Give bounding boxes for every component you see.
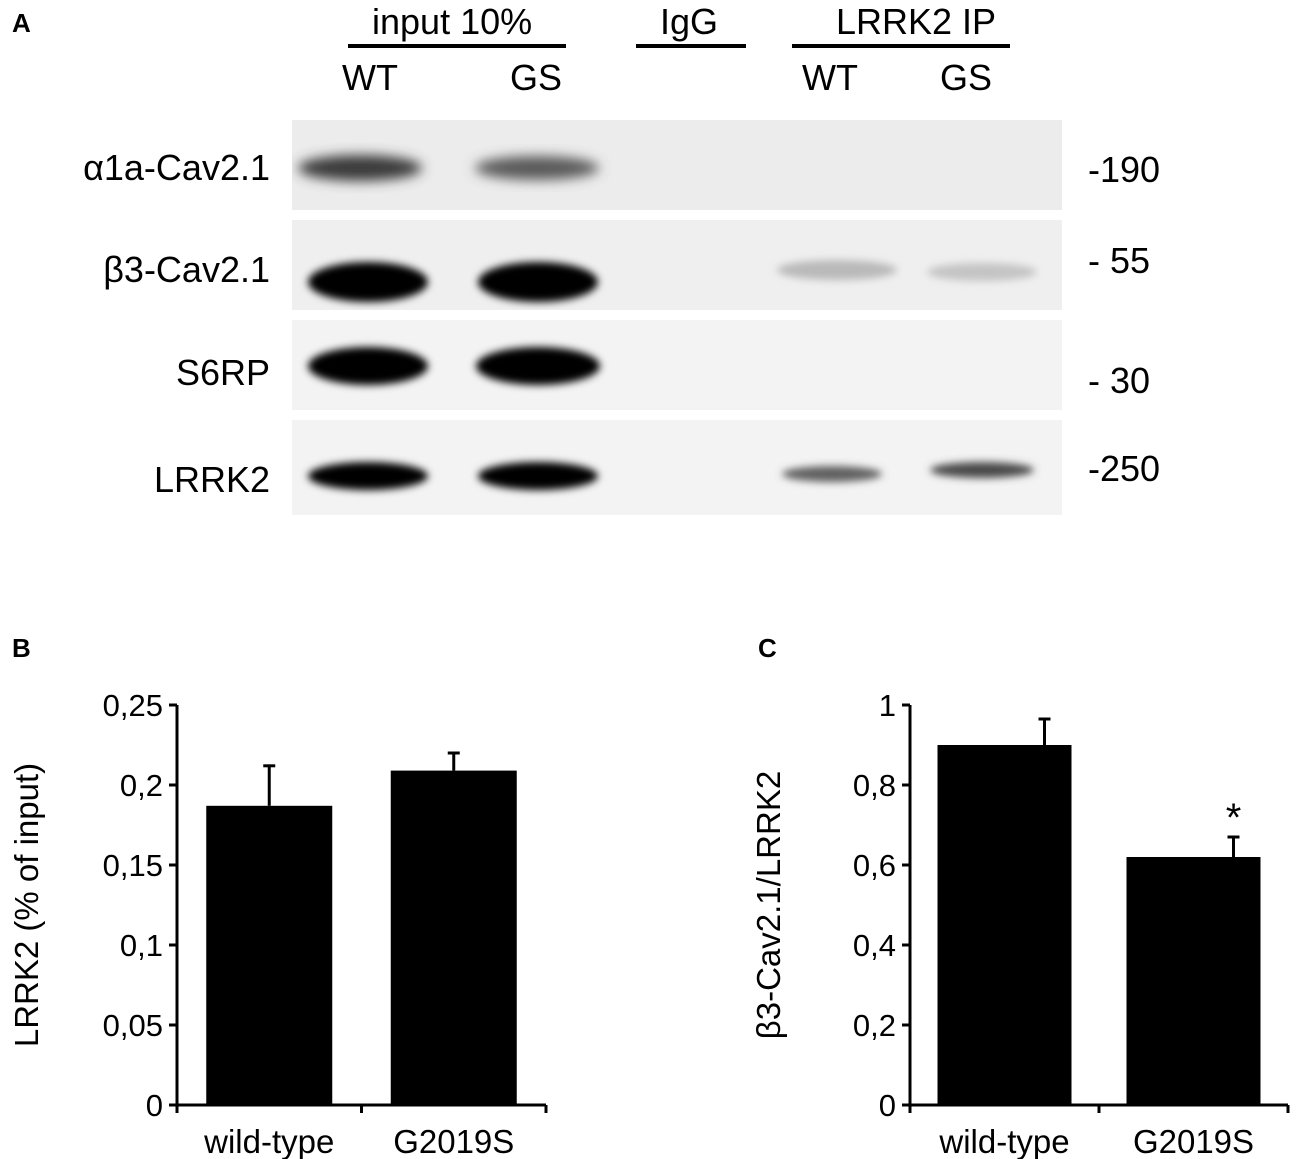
panel-a-letter: A xyxy=(12,8,31,38)
y-axis-label: LRRK2 (% of input) xyxy=(8,763,45,1047)
y-tick-label: 0,4 xyxy=(853,928,896,963)
band-beta3-input-gs xyxy=(478,262,598,302)
lane-label-ip-wt: WT xyxy=(802,57,858,98)
x-tick-label: G2019S xyxy=(393,1123,514,1159)
band-alpha1a-input-gs xyxy=(475,156,599,180)
blot-label-lrrk2: LRRK2 xyxy=(153,459,270,500)
y-axis-label: β3-Cav2.1/LRRK2 xyxy=(750,771,787,1039)
bar-wild-type xyxy=(937,745,1072,1105)
band-lrrk2-input-wt xyxy=(308,462,428,490)
y-tick-label: 0,25 xyxy=(103,688,163,723)
panel-b-letter: B xyxy=(12,633,31,663)
band-lrrk2-ip-wt xyxy=(782,466,882,482)
lane-label-input-wt: WT xyxy=(342,57,398,98)
group-label-lrrk2-ip: LRRK2 IP xyxy=(836,1,997,42)
y-tick-label: 0,2 xyxy=(853,1008,896,1043)
band-s6rp-input-wt xyxy=(308,347,428,385)
bar-g2019s xyxy=(390,770,517,1105)
lane-label-ip-gs: GS xyxy=(940,57,993,98)
y-tick-label: 0,15 xyxy=(103,848,163,883)
panel-c-letter: C xyxy=(758,633,777,663)
significance-annotation: * xyxy=(1226,796,1242,840)
x-tick-label: wild-type xyxy=(203,1123,334,1159)
band-lrrk2-ip-gs xyxy=(930,462,1034,478)
blot-label-beta3: β3-Cav2.1 xyxy=(103,249,270,290)
y-tick-label: 0,8 xyxy=(853,768,896,803)
y-tick-label: 0,1 xyxy=(120,928,163,963)
x-tick-label: G2019S xyxy=(1133,1123,1254,1159)
y-tick-label: 0 xyxy=(879,1088,896,1123)
band-beta3-ip-gs xyxy=(927,263,1037,281)
group-underline-igg xyxy=(636,44,746,48)
blot-strip-s6rp xyxy=(292,320,1062,410)
mw-marker-30: - 30 xyxy=(1088,360,1151,401)
lane-label-input-gs: GS xyxy=(510,57,563,98)
chart-panel-b: 0 0,05 0,1 0,15 0,2 0,25 wild-type G2019S LRRK2 … xyxy=(8,688,548,1159)
blot-label-s6rp: S6RP xyxy=(175,352,270,393)
blot-strip-beta3 xyxy=(292,220,1062,310)
group-label-igg: IgG xyxy=(660,1,719,42)
band-beta3-input-wt xyxy=(308,262,428,302)
bar-wild-type xyxy=(206,805,333,1105)
y-tick-label: 0,2 xyxy=(120,768,163,803)
blot-strip-lrrk2 xyxy=(292,420,1062,515)
group-underline-lrrk2-ip xyxy=(792,44,1010,48)
mw-marker-250: -250 xyxy=(1088,448,1161,489)
band-s6rp-input-gs xyxy=(476,347,600,385)
band-lrrk2-input-gs xyxy=(478,462,598,490)
y-tick-label: 0,05 xyxy=(103,1008,163,1043)
y-tick-label: 1 xyxy=(879,688,896,723)
y-tick-label: 0 xyxy=(146,1088,163,1123)
mw-marker-55: - 55 xyxy=(1088,240,1151,281)
group-label-input: input 10% xyxy=(372,1,533,42)
bar-g2019s xyxy=(1126,857,1261,1105)
chart-panel-c: 0 0,2 0,4 0,6 0,8 1 wild-type G2019S * β3-Cav2.1/… xyxy=(750,688,1290,1159)
band-alpha1a-input-wt xyxy=(298,155,422,181)
y-tick-label: 0,6 xyxy=(853,848,896,883)
blot-strip-alpha1a xyxy=(292,120,1062,210)
mw-marker-190: -190 xyxy=(1088,149,1161,190)
blot-label-alpha1a: α1a-Cav2.1 xyxy=(83,147,270,188)
group-underline-input xyxy=(348,44,566,48)
band-beta3-ip-wt xyxy=(777,260,897,280)
x-tick-label: wild-type xyxy=(938,1123,1069,1159)
